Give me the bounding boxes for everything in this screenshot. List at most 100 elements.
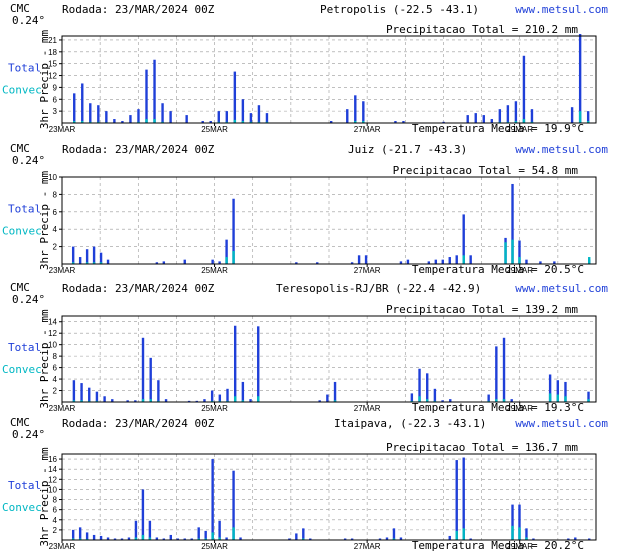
x-tick-label: 23MAR xyxy=(49,125,76,134)
y-tick-label: 16 xyxy=(48,455,57,464)
location-label: Petropolis (-22.5 -43.1) xyxy=(320,3,479,16)
run-label: Rodada: 23/MAR/2024 00Z xyxy=(62,282,215,295)
y-tick-label: 2 xyxy=(53,526,58,535)
x-tick-label: 23MAR xyxy=(49,542,76,551)
total-bar xyxy=(442,121,445,123)
total-bar xyxy=(539,261,542,264)
convec-bar xyxy=(85,538,89,540)
legend-total: Total xyxy=(8,62,41,75)
convec-bar xyxy=(197,538,200,540)
total-bar xyxy=(141,337,145,402)
temp-mean-label: Temperatura Media = 20.5°C xyxy=(412,263,584,276)
total-bar xyxy=(474,113,477,123)
total-bar xyxy=(588,538,591,540)
total-bar xyxy=(498,109,502,123)
convec-bar xyxy=(134,537,138,540)
convec-bar xyxy=(225,121,229,123)
y-tick-label: 6 xyxy=(53,506,58,515)
convec-bar xyxy=(354,121,357,123)
total-bar xyxy=(449,399,452,402)
convec-bar xyxy=(588,257,591,264)
total-bar xyxy=(155,537,159,540)
total-bar xyxy=(134,400,137,402)
total-bar xyxy=(211,459,214,540)
total-bar xyxy=(448,535,451,540)
total-bar xyxy=(149,357,152,402)
total-bar xyxy=(265,113,269,123)
total-bar xyxy=(525,259,528,264)
legend-total: Total xyxy=(8,203,41,216)
convec-bar xyxy=(95,400,99,402)
temp-mean-label: Temperatura Media = 19.9°C xyxy=(412,122,584,135)
y-tick-label: 6 xyxy=(53,364,58,373)
total-bar xyxy=(120,538,124,540)
convec-bar xyxy=(522,119,526,123)
total-bar xyxy=(518,240,521,264)
convec-bar xyxy=(232,250,235,264)
total-bar xyxy=(441,400,444,402)
convec-bar xyxy=(498,121,502,123)
convec-bar xyxy=(78,538,82,540)
total-bar xyxy=(103,396,106,402)
convec-bar xyxy=(265,121,269,123)
y-tick-label: 2 xyxy=(53,387,58,396)
plot-frame xyxy=(61,315,597,403)
total-bar xyxy=(218,394,222,402)
precip-total-label: Precipitacao Total = 139.2 mm xyxy=(386,303,578,316)
plot-frame xyxy=(61,176,597,265)
total-bar xyxy=(190,538,193,540)
convec-bar xyxy=(362,121,365,123)
total-bar xyxy=(72,380,76,402)
model-label: CMC xyxy=(10,416,30,429)
total-bar xyxy=(586,111,590,123)
convec-bar xyxy=(302,538,305,540)
total-bar xyxy=(97,105,100,123)
total-bar xyxy=(126,400,129,402)
convec-bar xyxy=(232,527,235,540)
total-bar xyxy=(157,380,160,402)
location-label: Juiz (-21.7 -43.3) xyxy=(348,143,467,156)
y-tick-label: 18 xyxy=(48,48,57,57)
total-bar xyxy=(164,399,168,402)
total-bar xyxy=(514,101,518,123)
total-bar xyxy=(354,95,357,123)
total-bar xyxy=(187,400,191,402)
total-bar xyxy=(490,119,494,123)
total-bar xyxy=(113,538,117,540)
legend-convec: Convec xyxy=(2,84,42,97)
legend-total: Total xyxy=(8,479,41,492)
total-bar xyxy=(574,537,577,540)
convec-bar xyxy=(433,400,437,402)
y-tick-label: 14 xyxy=(48,465,57,474)
x-tick-label: 29MAR xyxy=(506,542,533,551)
total-bar xyxy=(249,399,252,402)
total-bar xyxy=(309,538,312,540)
x-tick-label: 27MAR xyxy=(354,404,381,413)
total-bar xyxy=(511,183,514,264)
total-bar xyxy=(522,55,526,123)
total-bar xyxy=(418,368,421,402)
total-bar xyxy=(350,262,354,264)
total-bar xyxy=(201,121,204,123)
convec-bar xyxy=(418,396,421,402)
total-bar xyxy=(209,121,212,123)
resolution-label: 0.24° xyxy=(12,428,45,441)
total-bar xyxy=(564,381,567,402)
total-bar xyxy=(567,538,570,540)
run-label: Rodada: 23/MAR/2024 00Z xyxy=(62,3,215,16)
y-tick-label: 4 xyxy=(53,516,58,525)
total-bar xyxy=(218,520,221,540)
x-tick-label: 23MAR xyxy=(49,266,76,275)
convec-bar xyxy=(211,532,214,540)
convec-bar xyxy=(99,262,103,264)
total-bar xyxy=(111,399,114,402)
total-bar xyxy=(357,255,361,264)
total-bar xyxy=(530,109,534,123)
convec-bar xyxy=(564,396,567,402)
location-label: Teresopolis-RJ/BR (-22.4 -42.9) xyxy=(276,282,481,295)
total-bar xyxy=(239,537,242,540)
convec-bar xyxy=(462,528,465,540)
total-bar xyxy=(217,111,220,123)
